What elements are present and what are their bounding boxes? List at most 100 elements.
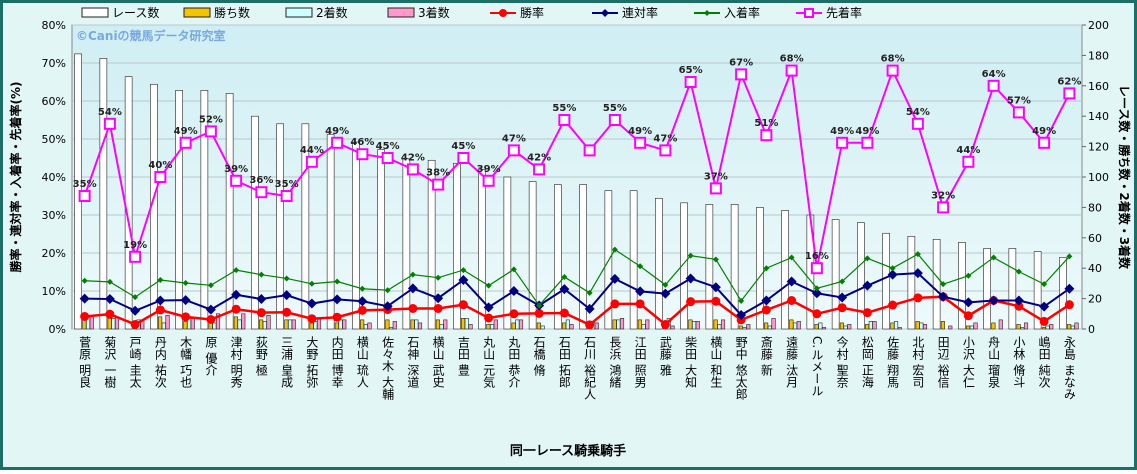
marker	[130, 305, 141, 316]
y2-tick-label: 0	[1088, 323, 1095, 336]
legend-label: 先着率	[826, 5, 862, 20]
marker	[861, 136, 874, 149]
x-tick-label: 江田 照男	[633, 336, 647, 388]
bar	[215, 313, 221, 330]
bar	[518, 319, 524, 330]
marker	[761, 305, 771, 315]
marker	[990, 254, 997, 261]
marker	[256, 293, 267, 304]
data-label: 57%	[1007, 95, 1031, 106]
x-tick-label: 菅原 明良	[78, 336, 92, 389]
bar	[645, 319, 650, 330]
marker	[283, 275, 290, 282]
marker	[458, 274, 469, 285]
data-label: 68%	[780, 54, 804, 65]
y2-tick-label: 60	[1088, 232, 1102, 245]
data-label: 49%	[628, 126, 652, 137]
bar	[839, 322, 844, 330]
marker	[179, 136, 192, 149]
bar	[680, 202, 688, 330]
marker	[306, 298, 317, 309]
marker	[684, 76, 697, 88]
marker	[561, 273, 568, 280]
bar	[1008, 248, 1017, 330]
data-label: 49%	[1032, 126, 1056, 137]
bar	[619, 318, 625, 330]
bar	[111, 318, 116, 330]
marker	[862, 308, 872, 318]
marker	[887, 269, 898, 280]
bar	[175, 90, 183, 330]
marker	[256, 308, 266, 318]
marker	[258, 271, 265, 278]
data-label: 55%	[552, 103, 576, 114]
marker	[81, 277, 88, 284]
marker	[103, 117, 116, 130]
marker	[255, 186, 268, 199]
marker	[79, 293, 90, 304]
marker	[712, 256, 719, 263]
marker	[1015, 268, 1022, 275]
bar	[868, 321, 873, 330]
marker	[105, 309, 115, 319]
marker	[510, 266, 517, 273]
marker	[763, 265, 770, 272]
bar	[692, 321, 697, 330]
bar	[540, 325, 545, 330]
bar	[612, 319, 617, 330]
marker	[78, 190, 91, 202]
bar	[1070, 325, 1075, 330]
marker	[407, 283, 418, 294]
marker	[634, 136, 647, 149]
marker	[785, 64, 798, 77]
marker	[912, 268, 923, 279]
marker	[559, 308, 569, 318]
legend-label: 連対率	[622, 5, 658, 20]
marker	[760, 129, 773, 142]
bar	[1023, 322, 1029, 330]
marker	[761, 295, 772, 306]
x-tick-label: 原 優介	[204, 336, 218, 376]
legend-swatch	[285, 7, 313, 18]
marker	[786, 276, 797, 287]
marker	[483, 302, 494, 313]
bar	[915, 321, 920, 330]
marker	[332, 312, 342, 322]
y-tick-label: 40%	[42, 171, 66, 184]
marker	[812, 309, 822, 319]
x-tick-label: 小沢 大仁	[961, 336, 975, 388]
bar	[973, 322, 978, 330]
y-tick-label: 10%	[42, 285, 66, 298]
data-label: 45%	[451, 141, 475, 152]
bar	[352, 141, 360, 330]
bar	[490, 324, 495, 330]
bar	[767, 325, 772, 330]
marker	[233, 267, 240, 274]
bar	[579, 184, 587, 330]
x-axis-title: 同一レース騎乗騎手	[510, 443, 626, 459]
data-label: 54%	[906, 107, 930, 118]
marker	[181, 312, 191, 322]
marker	[104, 293, 115, 304]
bar	[511, 322, 516, 330]
marker	[611, 246, 618, 253]
marker	[307, 314, 317, 324]
marker	[637, 263, 644, 270]
marker	[864, 255, 871, 262]
data-label: 16%	[805, 251, 829, 262]
bar	[818, 322, 823, 330]
marker	[206, 315, 216, 324]
bar	[334, 322, 339, 330]
marker	[660, 319, 670, 329]
x-tick-label: 三浦 皇成	[280, 336, 294, 388]
marker	[963, 297, 974, 308]
data-label: 42%	[401, 152, 425, 163]
marker	[432, 178, 445, 191]
marker	[129, 250, 142, 263]
bar	[713, 319, 718, 330]
bar	[922, 324, 928, 330]
bar	[276, 123, 284, 330]
legend-marker	[704, 10, 710, 16]
x-tick-label: 永島 まなみ	[1062, 336, 1076, 400]
x-tick-label: 北村 宏司	[911, 336, 925, 388]
